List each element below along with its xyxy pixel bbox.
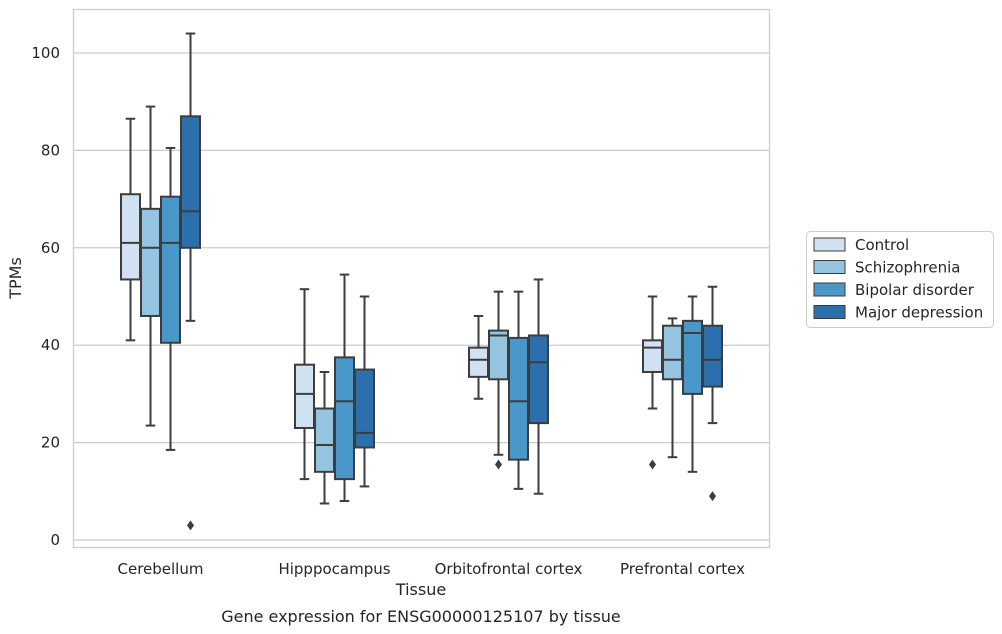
box bbox=[314, 407, 335, 473]
box bbox=[160, 195, 181, 344]
box bbox=[468, 346, 489, 378]
x-tick-label: Hipppocampus bbox=[278, 560, 390, 578]
boxes bbox=[120, 32, 723, 531]
y-tick-label: 60 bbox=[41, 239, 60, 257]
legend-swatch bbox=[813, 305, 846, 319]
box bbox=[180, 115, 201, 249]
y-axis-label: TPMs bbox=[6, 257, 25, 300]
legend-frame bbox=[806, 231, 994, 328]
box bbox=[334, 356, 355, 481]
legend-item: Control bbox=[813, 236, 909, 254]
box bbox=[682, 319, 703, 395]
legend: Control Schizophrenia Bipolar disorder Majo… bbox=[806, 231, 994, 328]
legend-item: Bipolar disorder bbox=[813, 281, 975, 299]
chart-caption: Gene expression for ENSG00000125107 by t… bbox=[221, 607, 621, 626]
outlier-point bbox=[187, 520, 194, 531]
legend-swatch bbox=[813, 282, 846, 297]
outlier-point bbox=[709, 491, 716, 502]
box-group bbox=[468, 314, 489, 400]
box bbox=[528, 334, 549, 425]
box bbox=[508, 336, 529, 461]
y-tick-label: 20 bbox=[41, 434, 60, 452]
x-tick-label: Cerebellum bbox=[118, 560, 204, 578]
x-tick-label: Orbitofrontal cortex bbox=[435, 560, 583, 578]
box-group bbox=[528, 278, 549, 495]
y-tick-label: 0 bbox=[50, 531, 60, 549]
x-axis-label: Tissue bbox=[395, 580, 446, 599]
box-group bbox=[140, 105, 161, 427]
box bbox=[140, 207, 161, 317]
box bbox=[702, 324, 723, 388]
box bbox=[294, 363, 315, 429]
box bbox=[488, 329, 509, 381]
legend-swatch bbox=[813, 260, 846, 274]
box-group bbox=[294, 288, 315, 481]
legend-label: Major depression bbox=[855, 304, 983, 322]
outlier-point bbox=[495, 459, 502, 470]
x-tick-labels: Cerebellum Hipppocampus Orbitofrontal cort… bbox=[118, 560, 746, 578]
box-group bbox=[314, 370, 335, 505]
legend-items: Control Schizophrenia Bipolar disorder Majo… bbox=[813, 236, 983, 322]
box-group bbox=[160, 146, 181, 451]
legend-label: Control bbox=[855, 236, 909, 254]
legend-label: Schizophrenia bbox=[855, 259, 960, 277]
box-group bbox=[120, 117, 141, 342]
legend-label: Bipolar disorder bbox=[855, 281, 975, 299]
legend-item: Major depression bbox=[813, 304, 983, 322]
box-group bbox=[180, 32, 201, 531]
box bbox=[662, 324, 683, 381]
box bbox=[354, 368, 375, 449]
x-tick-label: Prefrontal cortex bbox=[620, 560, 745, 578]
legend-swatch bbox=[813, 237, 846, 252]
box-group bbox=[642, 295, 663, 470]
y-tick-labels: 0 20 40 60 80 100 bbox=[31, 44, 60, 549]
plot-frame bbox=[72, 8, 771, 549]
box-group bbox=[334, 273, 355, 503]
legend-item: Schizophrenia bbox=[813, 259, 960, 277]
box-group bbox=[354, 295, 375, 488]
outlier-point bbox=[649, 459, 656, 470]
box bbox=[642, 339, 663, 373]
box bbox=[120, 193, 141, 281]
y-tick-label: 100 bbox=[31, 44, 60, 62]
y-tick-label: 40 bbox=[41, 336, 60, 354]
box-group bbox=[488, 290, 509, 470]
y-tick-label: 80 bbox=[41, 141, 60, 159]
box-group bbox=[702, 285, 723, 502]
